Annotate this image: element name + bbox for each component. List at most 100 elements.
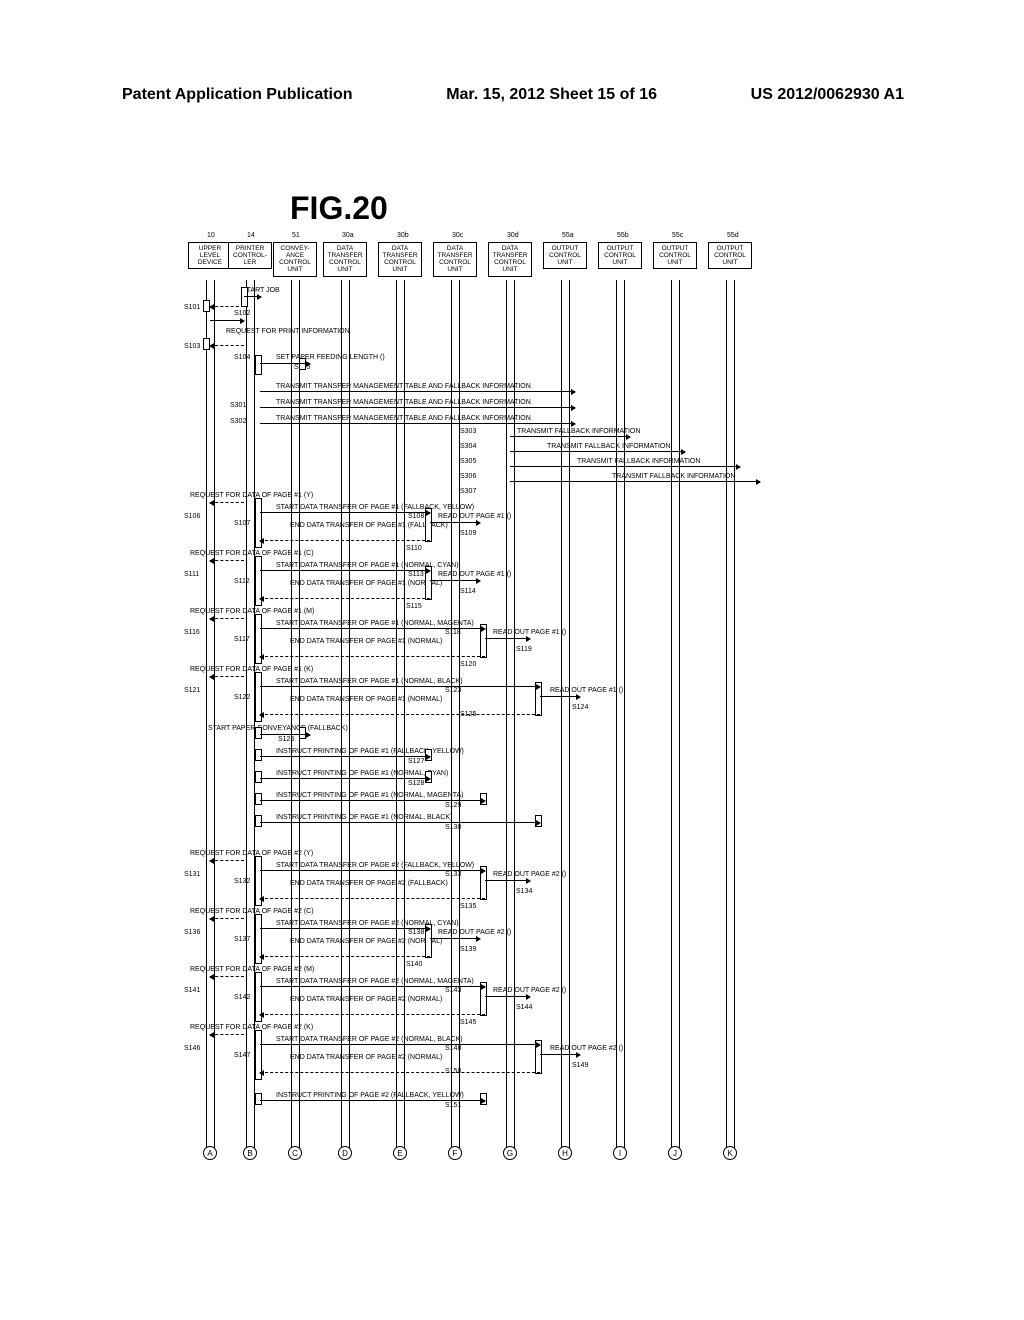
message-arrow (260, 363, 310, 364)
step-ref: S132 (234, 878, 250, 886)
column-header: DATA TRANSFER CONTROL UNIT (323, 242, 367, 277)
sequence-diagram: 10UPPER LEVEL DEVICE 14PRINTER CONTROL- … (180, 230, 770, 1160)
column-header: DATA TRANSFER CONTROL UNIT (488, 242, 532, 277)
message-arrow (430, 938, 480, 939)
continuation-label: J (668, 1146, 682, 1160)
message-arrow (260, 756, 430, 757)
step-ref: S110 (406, 545, 422, 553)
message-label: START DATA TRANSFER OF PAGE #2 (NORMAL, … (276, 1036, 463, 1044)
column-header: OUTPUT CONTROL UNIT (543, 242, 587, 269)
activation-box (299, 727, 306, 739)
continuation-label: B (243, 1146, 257, 1160)
step-ref: S137 (234, 936, 250, 944)
step-ref: S117 (234, 636, 250, 644)
message-label: TRANSMIT FALLBACK INFORMATION (547, 443, 670, 451)
header-left: Patent Application Publication (122, 86, 353, 104)
step-ref: S109 (460, 530, 476, 538)
message-arrow (260, 656, 485, 657)
lifeline (734, 280, 735, 1148)
activation-box (255, 815, 262, 827)
message-label: REQUEST FOR DATA OF PAGE #2 (M) (190, 966, 314, 974)
step-ref: S136 (184, 929, 200, 937)
step-ref: S129 (445, 802, 461, 810)
step-ref: S304 (460, 443, 476, 451)
continuation-label: A (203, 1146, 217, 1160)
message-arrow (430, 580, 480, 581)
message-arrow (210, 918, 244, 919)
step-ref: S123 (445, 687, 461, 695)
message-arrow (260, 512, 430, 513)
step-ref: S119 (516, 646, 532, 654)
step-ref: S133 (445, 871, 461, 879)
column-header: DATA TRANSFER CONTROL UNIT (433, 242, 477, 277)
column-header: UPPER LEVEL DEVICE (188, 242, 232, 269)
message-label: REQUEST FOR DATA OF PAGE #2 (K) (190, 1024, 313, 1032)
step-ref: S124 (572, 704, 588, 712)
activation-box (255, 727, 262, 739)
message-arrow (485, 638, 530, 639)
activation-box (255, 355, 262, 375)
message-arrow (260, 1072, 540, 1073)
message-label: REQUEST FOR DATA OF PAGE #1 (Y) (190, 492, 313, 500)
step-ref: S302 (230, 418, 246, 426)
step-ref: S147 (234, 1052, 250, 1060)
column-ref: 55b (617, 232, 629, 240)
column-header: DATA TRANSFER CONTROL UNIT (378, 242, 422, 277)
activation-box (299, 358, 306, 370)
message-label: TRANSMIT FALLBACK INFORMATION (612, 473, 735, 481)
message-label: START DATA TRANSFER OF PAGE #1 (NORMAL, … (276, 620, 474, 628)
message-arrow (210, 860, 244, 861)
message-label: START DATA TRANSFER OF PAGE #2 (NORMAL, … (276, 978, 474, 986)
message-label: READ OUT PAGE #1 () (550, 687, 623, 695)
message-arrow (260, 570, 430, 571)
step-ref: S130 (445, 824, 461, 832)
step-ref: S122 (234, 694, 250, 702)
lifeline (214, 280, 215, 1148)
message-label: REQUEST FOR DATA OF PAGE #1 (M) (190, 608, 314, 616)
message-label: INSTRUCT PRINTING OF PAGE #1 (FALLBACK, … (276, 748, 464, 756)
activation-box (255, 1093, 262, 1105)
step-ref: S104 (234, 354, 250, 362)
header-center: Mar. 15, 2012 Sheet 15 of 16 (446, 86, 657, 104)
message-arrow (260, 598, 430, 599)
lifeline (561, 280, 562, 1148)
step-ref: S112 (234, 578, 250, 586)
step-ref: S126 (278, 736, 294, 744)
column-ref: 51 (292, 232, 300, 240)
step-ref: S135 (460, 903, 476, 911)
step-ref: S142 (234, 994, 250, 1002)
column-ref: 55c (672, 232, 683, 240)
message-arrow (510, 466, 740, 467)
message-arrow (260, 1014, 485, 1015)
message-label: END DATA TRANSFER OF PAGE #2 (NORMAL) (290, 996, 442, 1004)
column-ref: 55a (562, 232, 574, 240)
step-ref: S146 (184, 1045, 200, 1053)
continuation-label: K (723, 1146, 737, 1160)
step-ref: S131 (184, 871, 200, 879)
step-ref: S108 (408, 513, 424, 521)
message-arrow (510, 451, 685, 452)
message-label: START PAPER CONVEYANCE (FALLBACK) (208, 725, 348, 733)
continuation-label: D (338, 1146, 352, 1160)
column-ref: 30d (507, 232, 519, 240)
message-arrow (260, 407, 575, 408)
message-arrow (260, 956, 430, 957)
message-arrow (210, 502, 244, 503)
step-ref: S101 (184, 304, 200, 312)
activation-box (255, 793, 262, 805)
message-label: END DATA TRANSFER OF PAGE #2 (NORMAL) (290, 938, 442, 946)
message-arrow (540, 696, 580, 697)
message-arrow (260, 423, 575, 424)
message-arrow (260, 898, 485, 899)
step-ref: S138 (408, 929, 424, 937)
message-arrow (210, 306, 244, 307)
message-arrow (260, 870, 485, 871)
step-ref: S111 (184, 571, 199, 579)
message-label: REQUEST FOR DATA OF PAGE #1 (C) (190, 550, 314, 558)
message-label: END DATA TRANSFER OF PAGE #2 (NORMAL) (290, 1054, 442, 1062)
lifeline (624, 280, 625, 1148)
step-ref: S139 (460, 946, 476, 954)
step-ref: S102 (234, 310, 250, 318)
continuation-label: H (558, 1146, 572, 1160)
continuation-label: I (613, 1146, 627, 1160)
